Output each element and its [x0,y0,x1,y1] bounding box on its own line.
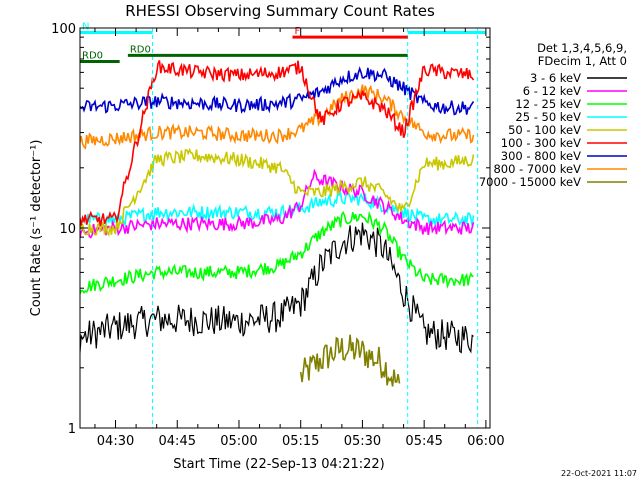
series-line-1 [80,222,474,354]
flag-label-3: F [294,26,300,37]
y-tick-label-3: 100 [51,22,76,37]
legend-label-8: 800 - 7000 keV [493,162,581,176]
legend-header-line-2: FDecim 1, Att 0 [538,54,627,68]
flag-layer: N F RD0 RD0 [80,21,486,63]
series-line-7 [80,66,475,116]
series-line-3 [80,210,474,296]
legend-label-6: 100 - 300 keV [501,136,581,150]
x-tick-label-7: 06:00 [467,434,504,449]
x-tick-label-2: 04:45 [159,434,196,449]
legend-header-line-1: Det 1,3,4,5,6,9, [537,41,627,55]
y-axis-label: Count Rate (s⁻¹ detector⁻¹) [29,140,44,317]
legend: Det 1,3,4,5,6,9, FDecim 1, Att 0 3 - 6 k… [479,41,627,189]
series-line-6 [80,60,475,227]
x-tick-label-3: 05:00 [220,434,257,449]
x-tick-label-5: 05:30 [344,434,381,449]
x-tick-label-6: 05:45 [405,434,442,449]
date-stamp: 22-Oct-2021 11:07 [561,469,637,478]
legend-label-4: 25 - 50 keV [515,110,581,124]
legend-label-2: 6 - 12 keV [523,84,581,98]
series-line-4 [80,190,475,228]
plot-frame [79,27,491,429]
flag-label-1: N [82,21,89,32]
y-tick-label-1: 1 [68,422,76,437]
legend-label-7: 300 - 800 keV [501,149,581,163]
axes-layer: 1 10 100 04:30 04:45 05:00 05:15 05:30 05:45 06:0… [51,22,504,449]
legend-label-9: 7000 - 15000 keV [479,175,581,189]
legend-label-1: 3 - 6 keV [530,71,581,85]
legend-label-3: 12 - 25 keV [515,97,581,111]
x-axis-label: Start Time (22-Sep-13 04:21:22) [173,457,384,472]
series-line-2 [80,168,475,239]
x-tick-label-1: 04:30 [97,434,134,449]
chart-title: RHESSI Observing Summary Count Rates [125,2,435,20]
flag-label-5: RD0 [82,50,103,61]
x-tick-label-4: 05:15 [282,434,319,449]
y-tick-label-2: 10 [59,222,76,237]
flag-label-4: RD0 [130,44,151,55]
plot-content [80,28,479,428]
legend-label-5: 50 - 100 keV [508,123,581,137]
series-line-9 [299,334,401,387]
